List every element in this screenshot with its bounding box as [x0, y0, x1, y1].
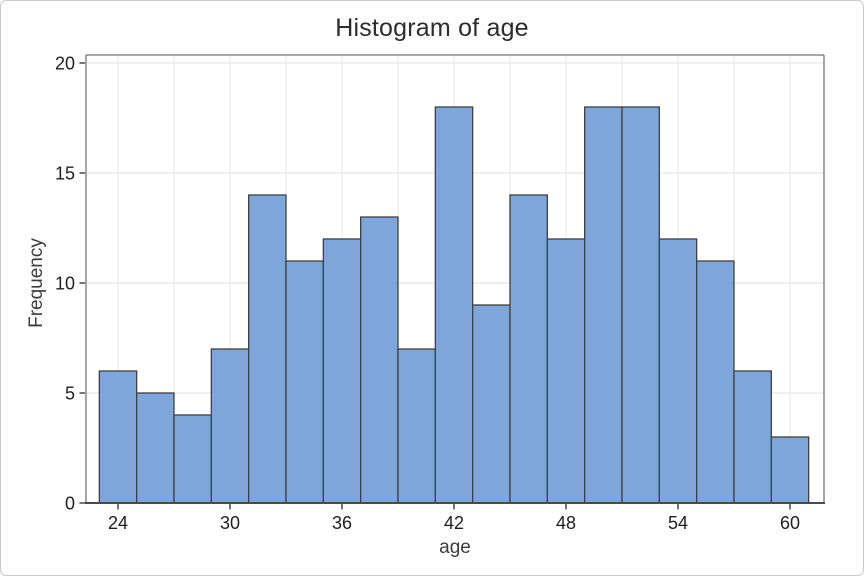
chart-title: Histogram of age: [335, 14, 529, 42]
histogram-bar: [733, 370, 772, 504]
y-tick-label: 10: [55, 274, 75, 294]
x-tick-label: 60: [780, 513, 800, 533]
histogram-bar: [509, 194, 548, 504]
histogram-bar: [658, 238, 698, 504]
y-tick-label: 5: [65, 384, 75, 404]
x-tick-label: 42: [444, 513, 464, 533]
histogram-bar: [434, 106, 474, 504]
histogram-bar: [621, 106, 660, 504]
x-tick-label: 36: [332, 513, 352, 533]
histogram-bar: [322, 238, 362, 504]
histogram-bar: [360, 216, 399, 504]
histogram-bar: [397, 348, 436, 504]
x-axis-title: age: [439, 537, 471, 558]
x-tick-label: 54: [668, 513, 688, 533]
histogram-bar: [546, 238, 586, 504]
x-tick-label: 48: [556, 513, 576, 533]
histogram-bar: [472, 304, 511, 504]
y-tick-label: 0: [65, 494, 75, 514]
histogram-bar: [770, 436, 810, 504]
histogram-bar: [210, 348, 250, 504]
y-tick-label: 20: [55, 54, 75, 74]
x-tick-label: 24: [108, 513, 128, 533]
histogram-bar: [584, 106, 623, 504]
histogram-bar: [98, 370, 138, 504]
histogram-bar: [136, 392, 175, 504]
x-tick-label: 30: [220, 513, 240, 533]
histogram-bar: [173, 414, 212, 504]
y-tick-label: 15: [55, 164, 75, 184]
histogram-bar: [248, 194, 287, 504]
histogram-bar: [696, 260, 735, 504]
histogram-bar: [285, 260, 324, 504]
